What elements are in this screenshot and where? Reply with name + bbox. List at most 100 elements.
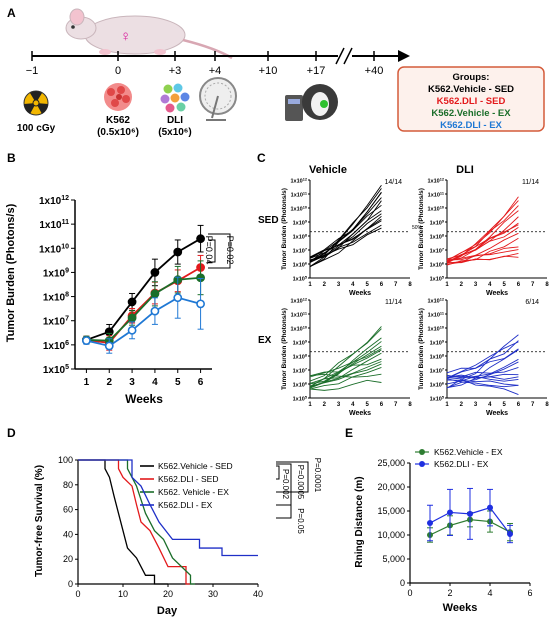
- y-tick-label: 1x1012: [290, 297, 307, 304]
- y-tick-label: 40: [63, 529, 73, 539]
- individual-trace: [309, 366, 382, 390]
- positive-count: 6/14: [525, 299, 539, 306]
- x-tick-label: 7: [531, 282, 535, 288]
- y-axis-label: Tumor Burden (Photons/s): [418, 308, 425, 390]
- y-tick-label: 1x106: [430, 261, 444, 268]
- y-axis-label: Tumor Burden (Photons/s): [281, 308, 288, 390]
- y-tick-label: 1x109: [430, 339, 444, 346]
- x-tick-label: 4: [351, 402, 355, 408]
- data-point: [127, 313, 137, 323]
- individual-trace: [309, 218, 382, 259]
- imaging-system-icon: [285, 84, 338, 121]
- individual-trace: [309, 326, 382, 387]
- y-tick-label: 1x106: [430, 381, 444, 388]
- significance-bracket: [276, 465, 280, 480]
- legend-label: K562.DLI - EX: [434, 459, 489, 469]
- y-tick-label: 5,000: [382, 554, 405, 564]
- x-tick-label: 40: [253, 589, 263, 599]
- threshold-label: 50%: [412, 225, 423, 231]
- x-tick-label: 6: [380, 282, 384, 288]
- running-wheel-icon: [199, 77, 237, 121]
- individual-trace: [446, 210, 519, 264]
- data-point: [173, 247, 183, 257]
- significance-bracket: [276, 461, 309, 493]
- row-title: SED: [258, 215, 279, 226]
- y-tick-label: 1x1012: [427, 177, 444, 184]
- axis-break-1: [335, 47, 345, 65]
- x-tick-label: 3: [337, 282, 341, 288]
- data-point: [104, 341, 114, 351]
- x-axis-label: Weeks: [125, 392, 163, 406]
- individual-trace: [446, 237, 519, 266]
- y-tick-label: 1x109: [293, 219, 307, 226]
- x-tick-label: 2: [447, 588, 452, 598]
- y-tick-label: 1x1010: [39, 243, 69, 255]
- significance-bracket: [276, 504, 292, 519]
- x-tick-label: 8: [545, 282, 549, 288]
- individual-trace: [446, 196, 519, 264]
- panel-label-D: D: [7, 426, 16, 440]
- y-axis-label: Rning Distance (m): [354, 476, 365, 567]
- y-axis-label: Tumor Burden (Photons/s): [5, 203, 17, 342]
- x-tick-label: 6: [527, 588, 532, 598]
- dli-label: DLI: [167, 115, 183, 126]
- radiation-icon: [23, 90, 49, 116]
- x-tick-label: 3: [337, 402, 341, 408]
- individual-trace: [446, 349, 519, 389]
- y-tick-label: 1x1012: [427, 297, 444, 304]
- x-tick-label: 0: [407, 588, 412, 598]
- x-tick-label: 30: [208, 589, 218, 599]
- individual-trace: [446, 377, 519, 396]
- y-tick-label: 1x109: [293, 339, 307, 346]
- individual-trace: [446, 358, 519, 385]
- data-point: [150, 268, 160, 277]
- individual-trace: [446, 246, 519, 261]
- y-tick-label: 1x105: [430, 395, 445, 402]
- day-label: +17: [307, 65, 326, 77]
- individual-trace: [446, 361, 519, 389]
- panel-label-B: B: [7, 151, 16, 165]
- x-tick-label: 1: [308, 282, 312, 288]
- individual-trace: [309, 184, 382, 263]
- y-tick-label: 0: [68, 579, 73, 589]
- data-point: [127, 325, 137, 335]
- positive-count: 14/14: [384, 179, 402, 186]
- group-label: K562.DLI - EX: [440, 120, 502, 131]
- y-tick-label: 1x1010: [290, 325, 307, 332]
- p-value: P=0.04: [204, 236, 214, 265]
- x-axis-label: Day: [157, 605, 178, 617]
- dli-cells-icon: [160, 83, 190, 113]
- y-tick-label: 1x105: [43, 364, 69, 376]
- x-tick-label: 1: [308, 402, 312, 408]
- y-tick-label: 1x109: [430, 219, 444, 226]
- x-tick-label: 4: [488, 402, 492, 408]
- x-tick-label: 4: [351, 282, 355, 288]
- x-tick-label: 5: [365, 282, 369, 288]
- x-tick-label: 6: [517, 282, 521, 288]
- individual-trace: [309, 337, 382, 389]
- x-tick-label: 2: [460, 282, 464, 288]
- data-point: [127, 297, 137, 307]
- x-tick-label: 3: [474, 402, 478, 408]
- x-tick-label: 2: [460, 402, 464, 408]
- x-axis-label: Weeks: [486, 290, 508, 297]
- x-tick-label: 2: [323, 282, 327, 288]
- groups-box: [397, 66, 545, 132]
- data-point: [487, 504, 493, 511]
- y-tick-label: 1x105: [293, 275, 308, 282]
- y-tick-label: 10,000: [377, 530, 405, 540]
- positive-count: 11/14: [522, 179, 539, 186]
- y-tick-label: 25,000: [377, 458, 405, 468]
- positive-count: 11/14: [385, 299, 402, 306]
- y-tick-label: 1x106: [293, 381, 307, 388]
- x-tick-label: 6: [517, 402, 521, 408]
- legend-label: K562.Vehicle - EX: [434, 447, 503, 457]
- panel-label-A: A: [7, 6, 16, 20]
- x-tick-label: 8: [408, 402, 412, 408]
- series-line: [86, 237, 202, 341]
- data-point: [196, 299, 205, 309]
- day-label: +10: [259, 65, 278, 77]
- individual-trace: [309, 345, 382, 388]
- y-tick-label: 1x1012: [290, 177, 307, 184]
- dli-dose: (5x10⁶): [158, 127, 192, 138]
